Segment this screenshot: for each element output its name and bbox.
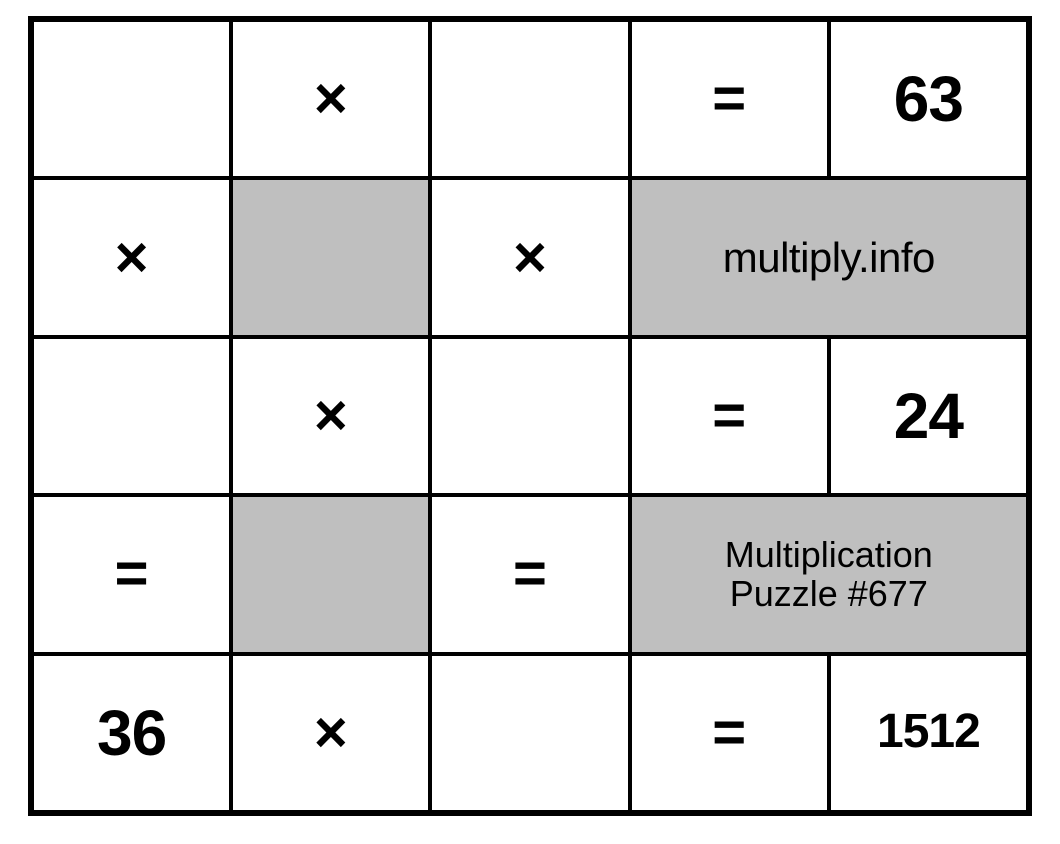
multiplication-puzzle-grid: × = 63 × × multiply.info × = 24 = = Mult… [28, 16, 1032, 816]
cell-value: 1512 [877, 706, 980, 759]
operator-r4c1: = [32, 495, 231, 653]
site-name-text: multiply.info [723, 235, 935, 281]
times-icon: × [513, 226, 547, 290]
puzzle-title-text: Multiplication Puzzle #677 [717, 535, 941, 614]
input-r3c1[interactable] [32, 337, 231, 495]
equals-icon: = [712, 701, 746, 765]
site-label: multiply.info [630, 178, 1028, 336]
input-r5c3[interactable] [430, 654, 629, 812]
input-r1c1[interactable] [32, 20, 231, 178]
operator-r2c1: × [32, 178, 231, 336]
operator-r5c2: × [231, 654, 430, 812]
times-icon: × [314, 67, 348, 131]
operator-r4c3: = [430, 495, 629, 653]
equals-icon: = [712, 67, 746, 131]
blank-r4c2 [231, 495, 430, 653]
result-r1c5: 63 [829, 20, 1028, 178]
puzzle-title-line1: Multiplication [725, 534, 933, 575]
puzzle-title-line2: Puzzle #677 [730, 573, 928, 614]
operator-r3c4: = [630, 337, 829, 495]
result-r5c5: 1512 [829, 654, 1028, 812]
operator-r5c4: = [630, 654, 829, 812]
result-r3c5: 24 [829, 337, 1028, 495]
times-icon: × [314, 384, 348, 448]
equals-icon: = [513, 542, 547, 606]
operator-r2c3: × [430, 178, 629, 336]
blank-r2c2 [231, 178, 430, 336]
operator-r1c4: = [630, 20, 829, 178]
operator-r1c2: × [231, 20, 430, 178]
equals-icon: = [712, 384, 746, 448]
cell-value: 24 [894, 381, 963, 451]
equals-icon: = [115, 542, 149, 606]
input-r3c3[interactable] [430, 337, 629, 495]
result-r5c1: 36 [32, 654, 231, 812]
cell-value: 63 [894, 64, 963, 134]
times-icon: × [314, 701, 348, 765]
times-icon: × [115, 226, 149, 290]
cell-value: 36 [97, 698, 166, 768]
operator-r3c2: × [231, 337, 430, 495]
input-r1c3[interactable] [430, 20, 629, 178]
puzzle-title: Multiplication Puzzle #677 [630, 495, 1028, 653]
